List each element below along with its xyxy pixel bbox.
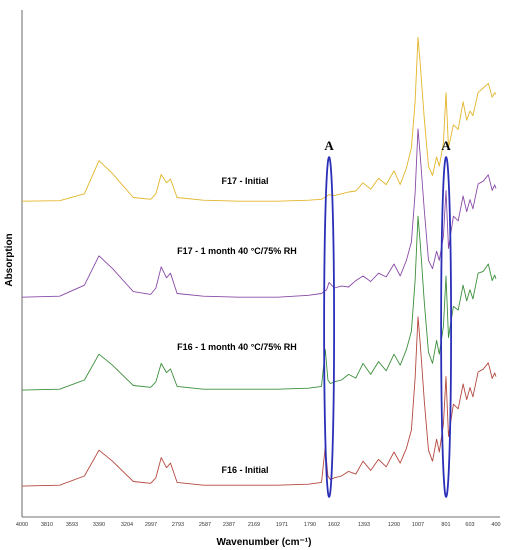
- x-tick-label: 1790: [304, 522, 316, 528]
- series-label-1: F17 - Initial: [221, 176, 268, 186]
- x-tick-label: 2387: [223, 522, 235, 528]
- x-tick-label: 2793: [172, 522, 184, 528]
- series-label-4: F16 - Initial: [221, 465, 268, 475]
- series-label-3: F16 - 1 month 40 °C/75% RH: [177, 342, 297, 352]
- x-tick-label: 2587: [199, 522, 211, 528]
- series-line-4: [21, 316, 497, 487]
- series-line-2: [21, 128, 497, 298]
- series-line-3: [21, 215, 497, 391]
- series-label-2: F17 - 1 month 40 °C/75% RH: [177, 246, 297, 256]
- x-tick-label: 3810: [41, 522, 53, 528]
- y-axis-title: Absorption: [4, 233, 15, 286]
- x-tick-label: 1200: [388, 522, 400, 528]
- x-tick-label: 3390: [93, 522, 105, 528]
- x-tick-label: 801: [441, 522, 450, 528]
- series-labels: F17 - Initial F17 - 1 month 40 °C/75% RH F…: [177, 176, 297, 475]
- x-tick-labels: 4000 3810 3593 3390 3204 2997 2793 2587 2387 2169…: [16, 522, 501, 528]
- annotation-ellipse-1: [323, 156, 336, 498]
- x-tick-label: 1602: [328, 522, 340, 528]
- annotation-label-1: A: [324, 138, 334, 153]
- x-tick-label: 1007: [412, 522, 424, 528]
- x-tick-label: 1393: [358, 522, 370, 528]
- x-tick-label: 2169: [248, 522, 260, 528]
- x-axis-title: Wavenumber (cm⁻¹): [217, 537, 312, 548]
- series-layer: [21, 36, 497, 487]
- x-tick-label: 400: [491, 522, 500, 528]
- x-tick-label: 3204: [121, 522, 133, 528]
- annotation-label-2: A: [441, 138, 451, 153]
- x-tick-label: 3593: [66, 522, 78, 528]
- series-line-1: [21, 36, 497, 202]
- annotation-ellipse-2: [440, 156, 453, 498]
- x-tick-label: 4000: [16, 522, 28, 528]
- x-tick-label: 603: [465, 522, 474, 528]
- x-tick-label: 2997: [145, 522, 157, 528]
- x-tick-label: 1971: [276, 522, 288, 528]
